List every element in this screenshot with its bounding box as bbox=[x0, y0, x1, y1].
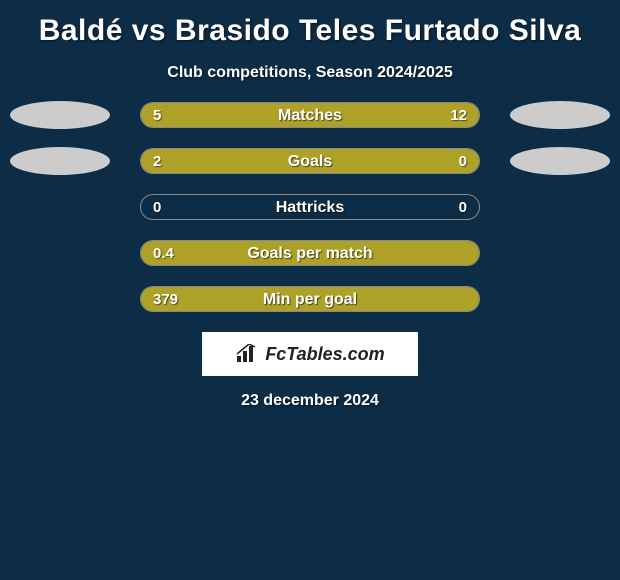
stat-bar: 00Hattricks bbox=[140, 194, 480, 220]
stat-row: 0.4Goals per match bbox=[0, 240, 620, 266]
stat-row: 00Hattricks bbox=[0, 194, 620, 220]
stat-row: 20Goals bbox=[0, 148, 620, 174]
stat-label: Goals bbox=[141, 149, 479, 174]
stat-bar: 20Goals bbox=[140, 148, 480, 174]
stat-bar: 0.4Goals per match bbox=[140, 240, 480, 266]
stat-label: Hattricks bbox=[141, 195, 479, 220]
stat-row: 512Matches bbox=[0, 102, 620, 128]
stat-label: Goals per match bbox=[141, 241, 479, 266]
team-badge-right bbox=[510, 147, 610, 175]
footer-date: 23 december 2024 bbox=[0, 376, 620, 410]
subtitle: Club competitions, Season 2024/2025 bbox=[0, 50, 620, 102]
page-title: Baldé vs Brasido Teles Furtado Silva bbox=[0, 8, 620, 50]
footer-logo: FcTables.com bbox=[202, 332, 418, 376]
stat-rows: 512Matches 20Goals 00Hattricks 0.4Goals per… bbox=[0, 102, 620, 312]
stat-label: Matches bbox=[141, 103, 479, 128]
bar-chart-icon bbox=[235, 344, 259, 364]
team-badge-left bbox=[10, 101, 110, 129]
comparison-card: Baldé vs Brasido Teles Furtado Silva Clu… bbox=[0, 0, 620, 410]
stat-row: 379Min per goal bbox=[0, 286, 620, 312]
team-badge-right bbox=[510, 101, 610, 129]
footer-logo-text: FcTables.com bbox=[265, 344, 384, 365]
stat-bar: 512Matches bbox=[140, 102, 480, 128]
stat-bar: 379Min per goal bbox=[140, 286, 480, 312]
stat-label: Min per goal bbox=[141, 287, 479, 312]
team-badge-left bbox=[10, 147, 110, 175]
